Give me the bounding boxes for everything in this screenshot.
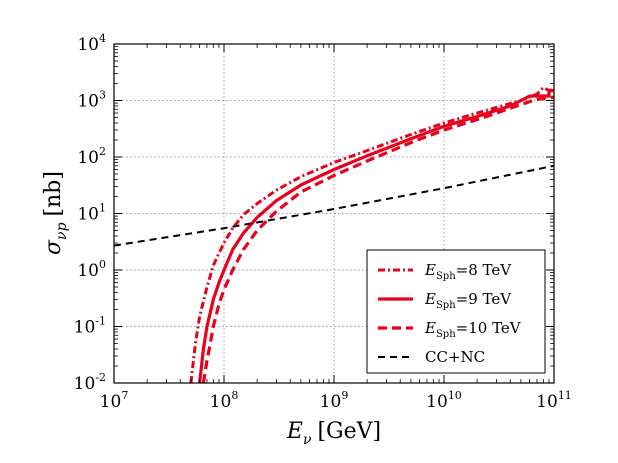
legend-label: CC+NC [425,348,485,366]
y-tick-label: 102 [77,145,106,168]
y-tick-label: 101 [77,202,106,225]
legend-label: ESph=8 TeV [424,261,512,282]
series-line-e-sph-9-tev [198,89,554,383]
x-tick-label: 109 [320,389,349,412]
y-tick-label: 10-1 [74,315,106,338]
legend: ESph=8 TeV ESph=9 TeV ESph=10 TeV CC+NC [366,249,546,374]
y-tick-label: 104 [77,32,106,55]
series-line-cc-nc [114,164,554,247]
x-tick-label: 108 [210,389,239,412]
x-axis-label: Eν [GeV] [286,419,381,448]
tick-labels: 107 108 109 1010 1011 10-2 10-1 100 101 102 103 104 [74,32,572,412]
x-tick-label: 107 [100,389,129,412]
grid [114,44,554,383]
series-layer [114,86,554,383]
x-tick-label: 1010 [426,389,462,412]
y-tick-label: 100 [77,258,106,281]
series-line-e-sph-8-tev [189,86,554,383]
legend-label: ESph=10 TeV [424,319,522,340]
series-line-e-sph-10-tev [201,95,554,383]
legend-label: ESph=9 TeV [424,290,512,311]
x-tick-label: 1011 [536,389,572,412]
y-tick-label: 103 [77,89,106,112]
tick-marks [113,43,555,384]
y-tick-label: 10-2 [74,371,106,394]
y-axis-label: σνp[nb] [41,171,70,255]
